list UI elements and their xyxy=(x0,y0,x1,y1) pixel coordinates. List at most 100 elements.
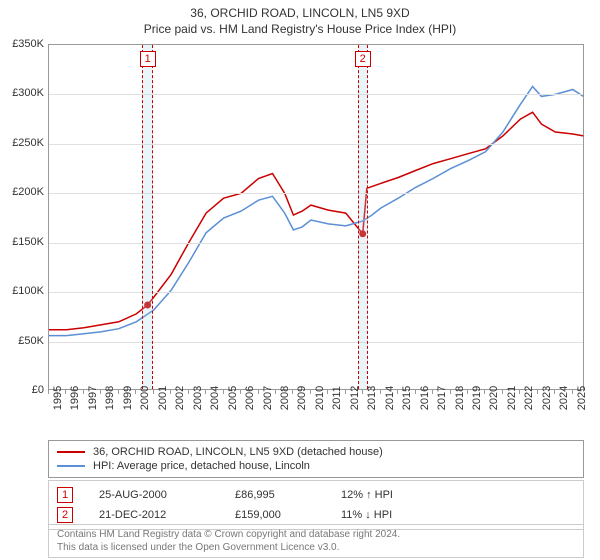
sale-marker-label: 2 xyxy=(355,51,371,67)
x-tick-mark xyxy=(362,390,363,394)
y-tick-label: £200K xyxy=(12,186,44,198)
x-tick-label: 2021 xyxy=(506,386,518,410)
x-tick-mark xyxy=(188,390,189,394)
x-tick-mark xyxy=(240,390,241,394)
x-tick-mark xyxy=(345,390,346,394)
x-tick-label: 1996 xyxy=(69,386,81,410)
x-tick-label: 2016 xyxy=(419,386,431,410)
x-tick-mark xyxy=(450,390,451,394)
x-tick-label: 2018 xyxy=(454,386,466,410)
footer-line2: This data is licensed under the Open Gov… xyxy=(57,541,575,554)
sale-row-date: 21-DEC-2012 xyxy=(99,509,209,521)
x-tick-label: 2006 xyxy=(244,386,256,410)
x-tick-label: 2017 xyxy=(436,386,448,410)
sale-row-date: 25-AUG-2000 xyxy=(99,489,209,501)
x-tick-label: 2022 xyxy=(523,386,535,410)
x-tick-label: 2003 xyxy=(192,386,204,410)
x-tick-label: 2004 xyxy=(209,386,221,410)
gridline xyxy=(49,144,583,145)
gridline xyxy=(49,342,583,343)
x-tick-mark xyxy=(537,390,538,394)
legend: 36, ORCHID ROAD, LINCOLN, LN5 9XD (detac… xyxy=(48,440,584,478)
x-tick-mark xyxy=(135,390,136,394)
x-tick-label: 2024 xyxy=(558,386,570,410)
y-tick-label: £100K xyxy=(12,285,44,297)
x-tick-label: 1999 xyxy=(122,386,134,410)
sale-row-price: £86,995 xyxy=(235,489,315,501)
sale-row-price: £159,000 xyxy=(235,509,315,521)
x-tick-mark xyxy=(380,390,381,394)
x-tick-label: 2000 xyxy=(139,386,151,410)
legend-label: HPI: Average price, detached house, Linc… xyxy=(93,460,310,472)
gridline xyxy=(49,292,583,293)
page-subtitle: Price paid vs. HM Land Registry's House … xyxy=(0,20,600,42)
x-tick-mark xyxy=(432,390,433,394)
x-tick-mark xyxy=(415,390,416,394)
x-tick-label: 2012 xyxy=(349,386,361,410)
x-tick-mark xyxy=(310,390,311,394)
x-tick-mark xyxy=(484,390,485,394)
legend-item: 36, ORCHID ROAD, LINCOLN, LN5 9XD (detac… xyxy=(57,445,575,459)
x-tick-mark xyxy=(397,390,398,394)
x-tick-mark xyxy=(467,390,468,394)
sale-marker-label: 1 xyxy=(140,51,156,67)
x-tick-label: 1997 xyxy=(87,386,99,410)
y-axis: £0£50K£100K£150K£200K£250K£300K£350K xyxy=(0,44,48,390)
y-tick-label: £150K xyxy=(12,236,44,248)
x-tick-mark xyxy=(519,390,520,394)
x-tick-label: 2013 xyxy=(366,386,378,410)
x-tick-mark xyxy=(258,390,259,394)
legend-swatch xyxy=(57,451,85,453)
x-tick-mark xyxy=(83,390,84,394)
y-tick-label: £300K xyxy=(12,87,44,99)
x-tick-mark xyxy=(327,390,328,394)
y-tick-label: £350K xyxy=(12,38,44,50)
gridline xyxy=(49,94,583,95)
x-tick-mark xyxy=(223,390,224,394)
x-tick-mark xyxy=(502,390,503,394)
x-axis: 1995199619971998199920002001200220032004… xyxy=(48,390,584,440)
x-tick-label: 2019 xyxy=(471,386,483,410)
legend-swatch xyxy=(57,465,85,467)
x-tick-label: 2023 xyxy=(541,386,553,410)
x-tick-label: 2007 xyxy=(262,386,274,410)
footer-line1: Contains HM Land Registry data © Crown c… xyxy=(57,528,575,541)
x-tick-mark xyxy=(572,390,573,394)
x-tick-mark xyxy=(205,390,206,394)
x-tick-label: 2008 xyxy=(279,386,291,410)
footer: Contains HM Land Registry data © Crown c… xyxy=(48,524,584,558)
sales-table: 125-AUG-2000£86,99512% ↑ HPI221-DEC-2012… xyxy=(48,480,584,530)
y-tick-label: £250K xyxy=(12,137,44,149)
x-tick-label: 2002 xyxy=(174,386,186,410)
sale-marker-band xyxy=(142,45,152,389)
x-tick-mark xyxy=(275,390,276,394)
x-tick-label: 2009 xyxy=(296,386,308,410)
y-tick-label: £50K xyxy=(18,335,44,347)
sale-row-hpi-delta: 11% ↓ HPI xyxy=(341,509,441,521)
y-tick-label: £0 xyxy=(32,384,44,396)
legend-label: 36, ORCHID ROAD, LINCOLN, LN5 9XD (detac… xyxy=(93,446,383,458)
sale-row: 2 21-DEC-2012 £159,000 11% ↓ HPI xyxy=(57,505,575,525)
series-line xyxy=(49,87,583,336)
x-tick-label: 2001 xyxy=(157,386,169,410)
x-tick-label: 2010 xyxy=(314,386,326,410)
gridline xyxy=(49,193,583,194)
x-tick-label: 2005 xyxy=(227,386,239,410)
x-tick-mark xyxy=(65,390,66,394)
chart-lines xyxy=(49,45,583,389)
x-tick-mark xyxy=(554,390,555,394)
sale-row-marker: 2 xyxy=(57,507,73,523)
legend-item: HPI: Average price, detached house, Linc… xyxy=(57,459,575,473)
x-tick-mark xyxy=(292,390,293,394)
x-tick-label: 2014 xyxy=(384,386,396,410)
x-tick-label: 2015 xyxy=(401,386,413,410)
sale-row-hpi-delta: 12% ↑ HPI xyxy=(341,489,441,501)
chart-area: 12 xyxy=(48,44,584,390)
x-tick-label: 1998 xyxy=(104,386,116,410)
x-tick-label: 2025 xyxy=(576,386,588,410)
gridline xyxy=(49,243,583,244)
page-title: 36, ORCHID ROAD, LINCOLN, LN5 9XD xyxy=(0,0,600,20)
x-tick-mark xyxy=(48,390,49,394)
sale-marker-band xyxy=(358,45,368,389)
x-tick-mark xyxy=(170,390,171,394)
